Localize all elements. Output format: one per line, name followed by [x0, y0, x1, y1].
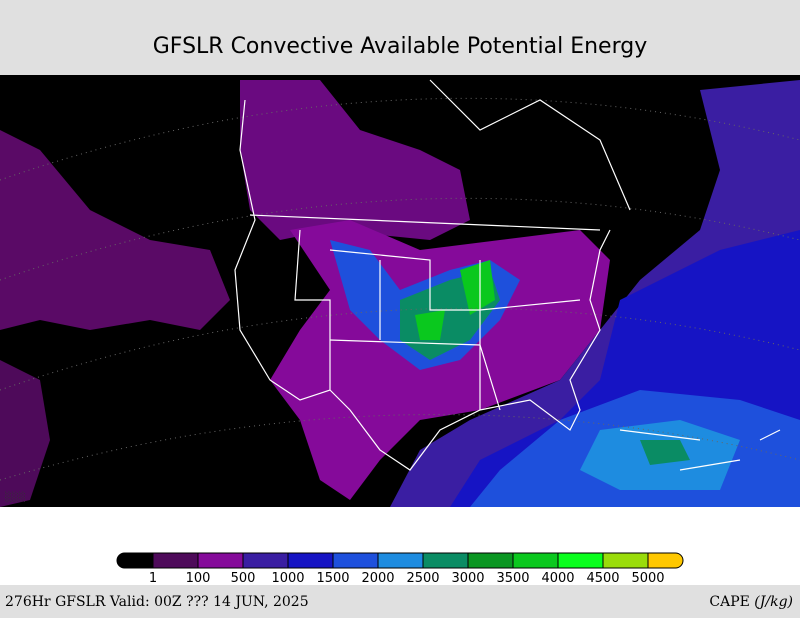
colorbar-tick-label: 3000	[451, 571, 484, 586]
colorbar-swatch	[152, 552, 199, 569]
colorbar-swatch	[467, 552, 514, 569]
map: ░░░	[0, 75, 800, 507]
footer-band	[0, 585, 800, 618]
region	[415, 310, 445, 340]
colorbar-tick-label: 2500	[406, 571, 439, 586]
colorbar-tick-label: 4000	[541, 571, 574, 586]
colorbar-swatch	[197, 552, 244, 569]
units: CAPE (J/kg)	[709, 594, 793, 610]
colorbar-tick-label: 4500	[586, 571, 619, 586]
units-label: CAPE	[709, 594, 749, 610]
watermark-mark: ░░░	[5, 491, 26, 503]
region	[0, 130, 230, 330]
colorbar-tick-label: 5000	[631, 571, 664, 586]
colorbar-swatch	[602, 552, 649, 569]
valid-time: 276Hr GFSLR Valid: 00Z ??? 14 JUN, 2025	[5, 594, 309, 610]
region	[0, 360, 50, 507]
colorbar-swatch	[512, 552, 559, 569]
region	[640, 440, 690, 465]
colorbar-swatch	[422, 552, 469, 569]
colorbar-tick-label: 1000	[271, 571, 304, 586]
boundaries	[234, 79, 781, 471]
region	[460, 260, 495, 315]
title: GFSLR Convective Available Potential Ene…	[153, 34, 647, 59]
colorbar-tick-label: 2000	[361, 571, 394, 586]
colorbar-swatch	[557, 552, 604, 569]
graticule	[0, 97, 800, 481]
units-value: (J/kg)	[754, 594, 793, 610]
colorbar: 1 100 500 1000 1500 2000 2500 3000 3500 4000 4500 5…	[116, 552, 684, 586]
colorbar-tick-label: 100	[186, 571, 211, 586]
colorbar-tick-label: 3500	[496, 571, 529, 586]
colorbar-swatch	[242, 552, 289, 569]
colorbar-swatch	[116, 552, 154, 569]
colorbar-swatch	[332, 552, 379, 569]
colorbar-swatch	[647, 552, 684, 569]
header-band	[0, 0, 800, 75]
colorbar-tick-label: 1500	[316, 571, 349, 586]
colorbar-swatch	[377, 552, 424, 569]
colorbar-tick-label: 1	[149, 571, 157, 586]
colorbar-swatch	[287, 552, 334, 569]
colorbar-tick-label: 500	[231, 571, 256, 586]
region	[240, 80, 470, 240]
